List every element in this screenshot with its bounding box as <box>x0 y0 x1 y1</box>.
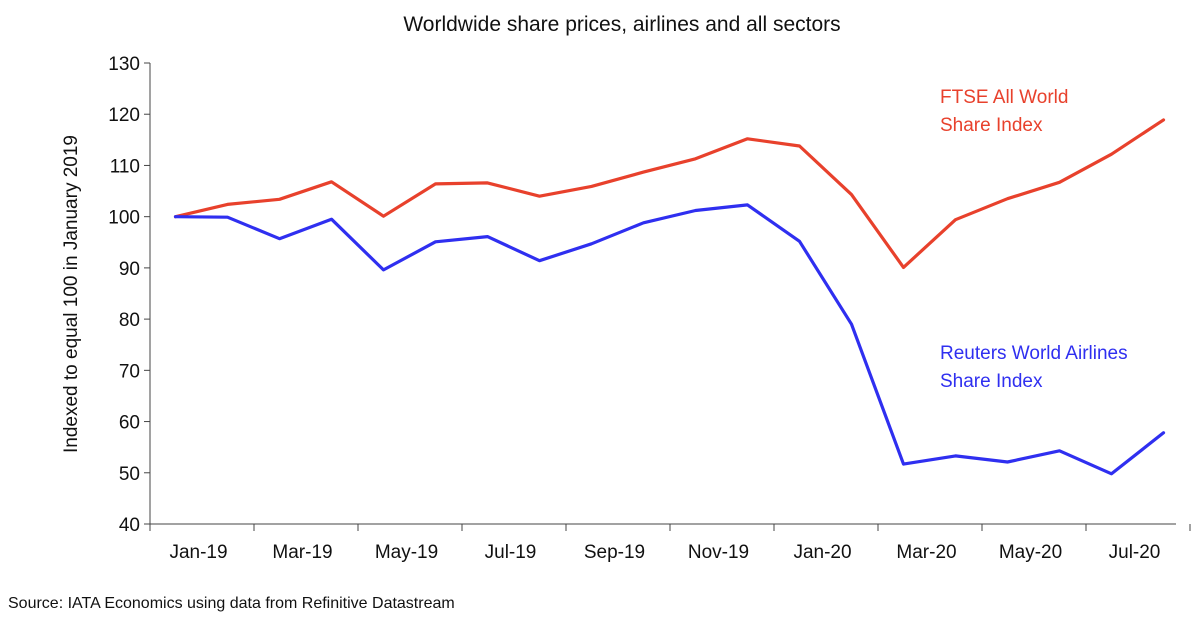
x-tick-label: May-19 <box>375 542 438 563</box>
x-tick-label: May-20 <box>999 542 1062 563</box>
y-axis: 40 50 60 70 80 90 100 110 120 130 <box>108 54 151 536</box>
y-tick-label: 60 <box>119 413 140 434</box>
x-tick-label: Jul-20 <box>1109 542 1161 563</box>
y-tick-label: 110 <box>110 156 140 177</box>
y-tick-label: 50 <box>119 464 140 485</box>
y-tick-label: 120 <box>108 105 140 126</box>
y-tick-label: 90 <box>119 259 140 280</box>
chart-title: Worldwide share prices, airlines and all… <box>403 13 840 36</box>
y-tick-label: 40 <box>119 515 140 536</box>
x-tick-label: Nov-19 <box>688 542 749 563</box>
x-tick-label: Jul-19 <box>485 542 537 563</box>
series-label-1: Reuters World Airlines <box>940 343 1128 364</box>
y-axis-label: Indexed to equal 100 in January 2019 <box>61 135 82 453</box>
y-tick-label: 70 <box>119 361 140 382</box>
x-tick-label: Mar-19 <box>272 542 332 563</box>
series-labels: FTSE All World Share Index Reuters World A… <box>940 87 1128 392</box>
series-label-1: Share Index <box>940 371 1043 392</box>
source-note: Source: IATA Economics using data from R… <box>8 595 455 612</box>
x-tick-label: Jan-19 <box>169 542 227 563</box>
x-tick-label: Jan-20 <box>793 542 851 563</box>
y-tick-label: 130 <box>108 54 140 75</box>
series-line-1 <box>173 203 1166 476</box>
x-axis: Jan-19 Mar-19 May-19 Jul-19 Sep-19 Nov-19 Jan-… <box>149 523 1191 563</box>
x-tick-label: Sep-19 <box>584 542 645 563</box>
series-label-0: FTSE All World <box>940 87 1068 108</box>
series-line-0 <box>173 118 1166 269</box>
series-layer <box>173 118 1166 476</box>
x-tick-label: Mar-20 <box>896 542 956 563</box>
series-label-0: Share Index <box>940 115 1043 136</box>
y-tick-label: 80 <box>119 310 140 331</box>
y-tick-label: 100 <box>108 208 140 229</box>
